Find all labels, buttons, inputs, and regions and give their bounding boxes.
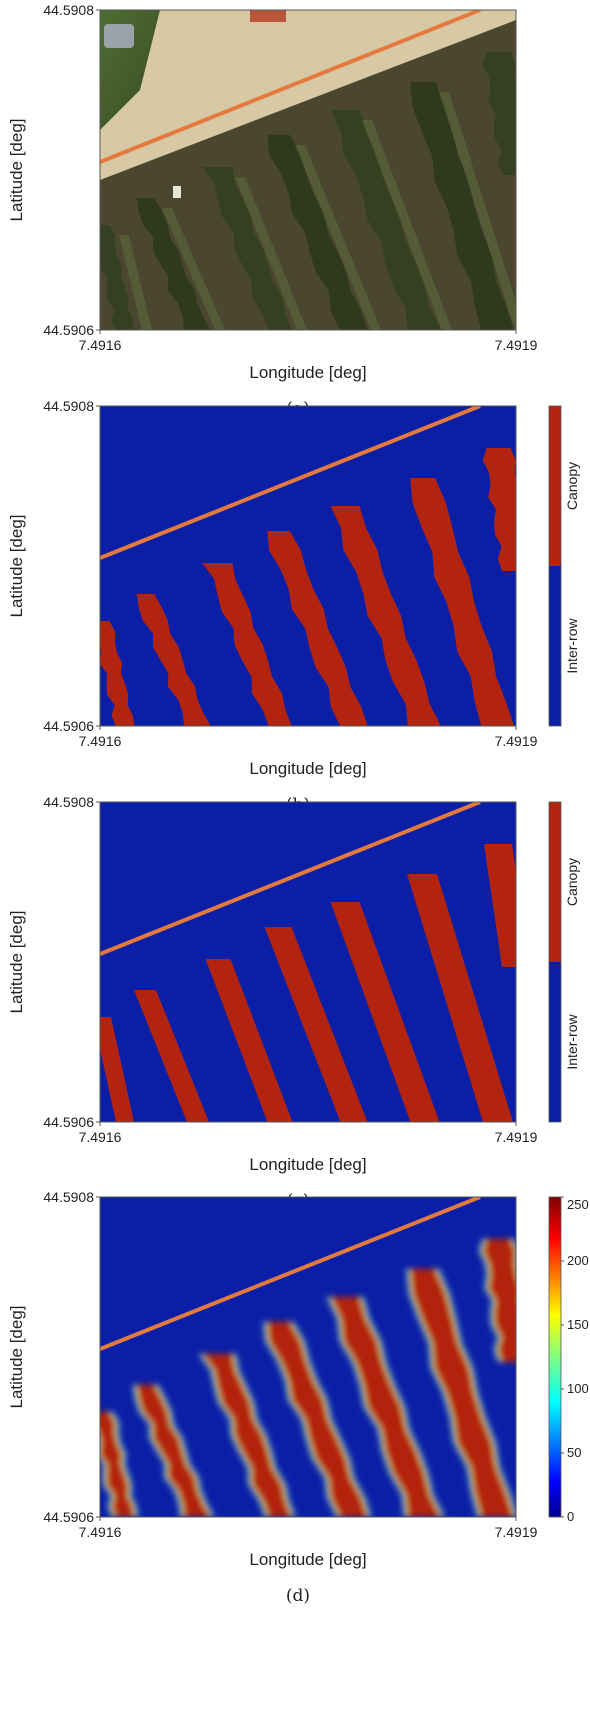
x-tick-label: 7.4919 — [495, 337, 538, 353]
robot-path-line — [100, 1197, 481, 1351]
panel-caption: (d) — [286, 1586, 310, 1606]
axes-frame — [99, 405, 517, 727]
x-axis-label: Longitude [deg] — [249, 1155, 366, 1174]
canopy-row — [202, 563, 292, 726]
colorbar-tick-label: 100 — [567, 1381, 589, 1396]
soil-track — [100, 10, 516, 180]
y-axis-label: Latitude [deg] — [7, 118, 26, 221]
colorbar-canopy — [549, 802, 561, 962]
plot-area — [100, 1197, 516, 1517]
vine-row — [330, 110, 442, 330]
parked-car — [104, 24, 134, 48]
canopy-row — [205, 959, 293, 1122]
colorbar-inter-row — [549, 962, 561, 1122]
canopy-row — [484, 844, 516, 967]
tractor — [250, 10, 286, 22]
canopy-row — [330, 902, 440, 1122]
y-tick-label: 44.5908 — [43, 1189, 94, 1205]
vine-row — [482, 52, 516, 175]
colorbar-label-canopy: Canopy — [564, 858, 580, 906]
colorbar-tick-label: 200 — [567, 1253, 589, 1268]
robot-path-line — [100, 10, 481, 164]
plot-area — [100, 10, 516, 330]
canopy-row — [264, 927, 368, 1122]
y-tick-label: 44.5906 — [43, 1114, 94, 1130]
colorbar: Canopy Inter-row — [548, 405, 580, 727]
x-tick-label: 7.4919 — [495, 1524, 538, 1540]
y-tick-label: 44.5908 — [43, 2, 94, 18]
canopy-row — [267, 531, 368, 726]
canopy-row — [100, 1412, 135, 1517]
axes-frame — [99, 801, 517, 1123]
canopy-row — [482, 448, 516, 571]
vine-row — [410, 82, 514, 330]
x-axis-label: Longitude [deg] — [249, 759, 366, 778]
x-tick-label: 7.4919 — [495, 733, 538, 749]
robot-path-line — [100, 406, 481, 560]
x-tick-label: 7.4916 — [79, 1524, 122, 1540]
grass-strip — [439, 92, 516, 330]
grass-strip — [235, 177, 307, 330]
canopy-row — [267, 1322, 368, 1517]
axes-frame — [99, 1196, 517, 1518]
x-tick-label: 7.4916 — [79, 733, 122, 749]
canopy-row — [482, 1239, 516, 1362]
y-tick-label: 44.5906 — [43, 718, 94, 734]
canopy-row — [136, 594, 211, 726]
colorbar-tick-label: 0 — [567, 1509, 574, 1524]
y-axis-label: Latitude [deg] — [7, 514, 26, 617]
canopy-row — [134, 990, 209, 1122]
colorbar: Canopy Inter-row — [548, 801, 580, 1123]
vine-row — [267, 135, 368, 330]
robot-path-line — [100, 802, 481, 956]
colorbar-label-inter-row: Inter-row — [564, 617, 580, 673]
canopy-row — [136, 1385, 211, 1517]
vine-row — [136, 198, 211, 330]
y-tick-label: 44.5908 — [43, 794, 94, 810]
y-axis-label: Latitude [deg] — [7, 910, 26, 1013]
colorbar-tick-label: 50 — [567, 1445, 581, 1460]
y-tick-label: 44.5908 — [43, 398, 94, 414]
grass-strip — [119, 235, 152, 330]
grass-strip — [295, 145, 381, 330]
colorbar-inter-row — [549, 566, 561, 726]
x-tick-label: 7.4919 — [495, 1129, 538, 1145]
axes-frame — [99, 9, 517, 331]
canopy-row — [100, 621, 135, 726]
y-tick-label: 44.5906 — [43, 322, 94, 338]
vine-row — [202, 167, 292, 330]
colorbar-label-inter-row: Inter-row — [564, 1013, 580, 1069]
grass-strip — [515, 62, 516, 69]
x-tick-label: 7.4916 — [79, 337, 122, 353]
canopy-row — [410, 478, 514, 726]
robot — [173, 186, 181, 198]
x-axis-label: Longitude [deg] — [249, 1550, 366, 1569]
colorbar-canopy — [549, 406, 561, 566]
canopy-row — [202, 1354, 292, 1517]
vine-row — [100, 225, 135, 330]
canopy-row — [330, 1297, 442, 1517]
plot-area — [100, 406, 516, 726]
colorbar: 250 200 150 100 50 0 — [548, 1196, 589, 1524]
colorbar-label-canopy: Canopy — [564, 462, 580, 510]
canopy-row — [100, 1017, 134, 1122]
colorbar-gradient — [548, 1196, 562, 1518]
y-tick-label: 44.5906 — [43, 1509, 94, 1525]
grass-strip — [162, 208, 225, 330]
canopy-row — [330, 506, 442, 726]
colorbar-tick-label: 250 — [567, 1197, 589, 1212]
plot-area — [100, 802, 516, 1122]
x-axis-label: Longitude [deg] — [249, 363, 366, 382]
grass-strip — [362, 120, 452, 330]
canopy-row — [410, 1269, 514, 1517]
x-tick-label: 7.4916 — [79, 1129, 122, 1145]
colorbar-tick-label: 150 — [567, 1317, 589, 1332]
canopy-row — [407, 874, 513, 1122]
y-axis-label: Latitude [deg] — [7, 1305, 26, 1408]
